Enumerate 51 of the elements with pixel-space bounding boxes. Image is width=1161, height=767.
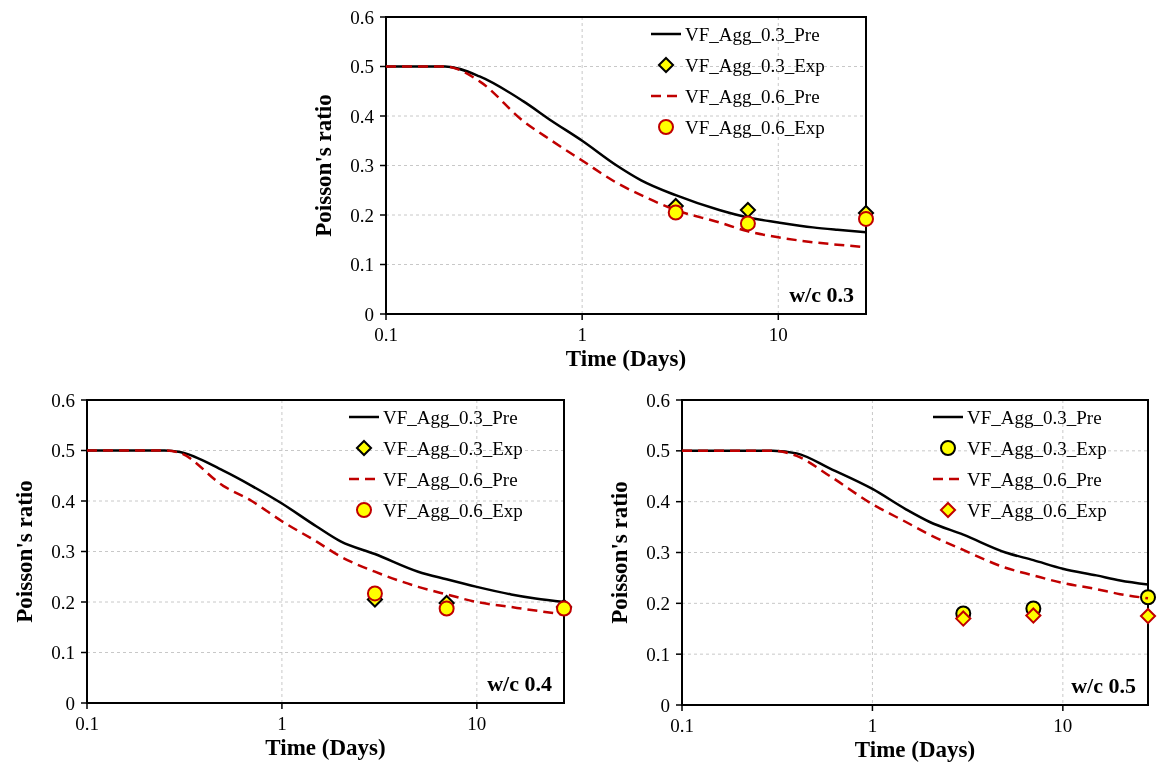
y-tick-label: 0 xyxy=(660,694,670,716)
legend-label: VF_Agg_0.3_Exp xyxy=(967,437,1107,459)
x-axis-title: Time (Days) xyxy=(854,737,976,762)
annotation: w/c 0.4 xyxy=(487,671,552,696)
y-tick-label: 0.3 xyxy=(350,155,374,177)
x-tick-label: 1 xyxy=(277,713,287,734)
y-tick-label: 0.3 xyxy=(51,541,75,563)
legend-label: VF_Agg_0.6_Pre xyxy=(685,85,820,107)
y-tick-label: 0.5 xyxy=(350,56,374,78)
x-tick-label: 1 xyxy=(867,715,878,736)
y-tick-label: 0.4 xyxy=(350,105,375,127)
annotation: w/c 0.3 xyxy=(789,282,854,307)
y-tick-label: 0.3 xyxy=(646,542,670,564)
legend-label: VF_Agg_0.3_Pre xyxy=(685,23,820,45)
legend-label: VF_Agg_0.3_Exp xyxy=(685,54,825,76)
y-tick-label: 0.1 xyxy=(350,254,374,276)
y-tick-label: 0 xyxy=(65,692,75,714)
y-tick-label: 0.1 xyxy=(646,643,670,665)
legend-label: VF_Agg_0.3_Pre xyxy=(383,406,518,428)
y-axis-title: Poisson's ratio xyxy=(12,480,37,623)
x-tick-label: 0.1 xyxy=(374,324,398,345)
y-tick-label: 0.6 xyxy=(646,389,670,411)
y-tick-label: 0.1 xyxy=(51,642,75,664)
y-axis-title: Poisson's ratio xyxy=(311,94,336,237)
x-tick-label: 0.1 xyxy=(75,713,99,734)
legend-label: VF_Agg_0.3_Exp xyxy=(383,437,523,459)
legend-label: VF_Agg_0.6_Pre xyxy=(383,468,518,490)
y-tick-label: 0.5 xyxy=(51,440,75,462)
x-tick-label: 10 xyxy=(768,324,788,345)
legend-label: VF_Agg_0.3_Pre xyxy=(967,406,1102,428)
legend-label: VF_Agg_0.6_Exp xyxy=(967,499,1107,521)
y-tick-label: 0.5 xyxy=(646,440,670,462)
legend-label: VF_Agg_0.6_Pre xyxy=(967,468,1102,490)
y-tick-label: 0.2 xyxy=(350,204,374,226)
x-tick-label: 1 xyxy=(577,324,587,345)
y-tick-label: 0.6 xyxy=(51,389,75,411)
y-tick-label: 0.6 xyxy=(350,6,374,28)
x-axis-title: Time (Days) xyxy=(265,735,386,760)
y-tick-label: 0.2 xyxy=(51,591,75,613)
y-tick-label: 0.4 xyxy=(646,491,671,513)
x-tick-label: 10 xyxy=(1053,715,1073,736)
x-tick-label: 0.1 xyxy=(670,715,694,736)
y-tick-label: 0.2 xyxy=(646,592,670,614)
y-tick-label: 0 xyxy=(364,303,374,325)
x-axis-title: Time (Days) xyxy=(565,346,687,371)
annotation: w/c 0.5 xyxy=(1071,673,1136,698)
x-tick-label: 10 xyxy=(467,713,487,734)
y-tick-label: 0.4 xyxy=(51,490,76,512)
y-axis-title: Poisson's ratio xyxy=(607,481,632,624)
legend-label: VF_Agg_0.6_Exp xyxy=(383,499,523,521)
legend-label: VF_Agg_0.6_Exp xyxy=(685,116,825,138)
